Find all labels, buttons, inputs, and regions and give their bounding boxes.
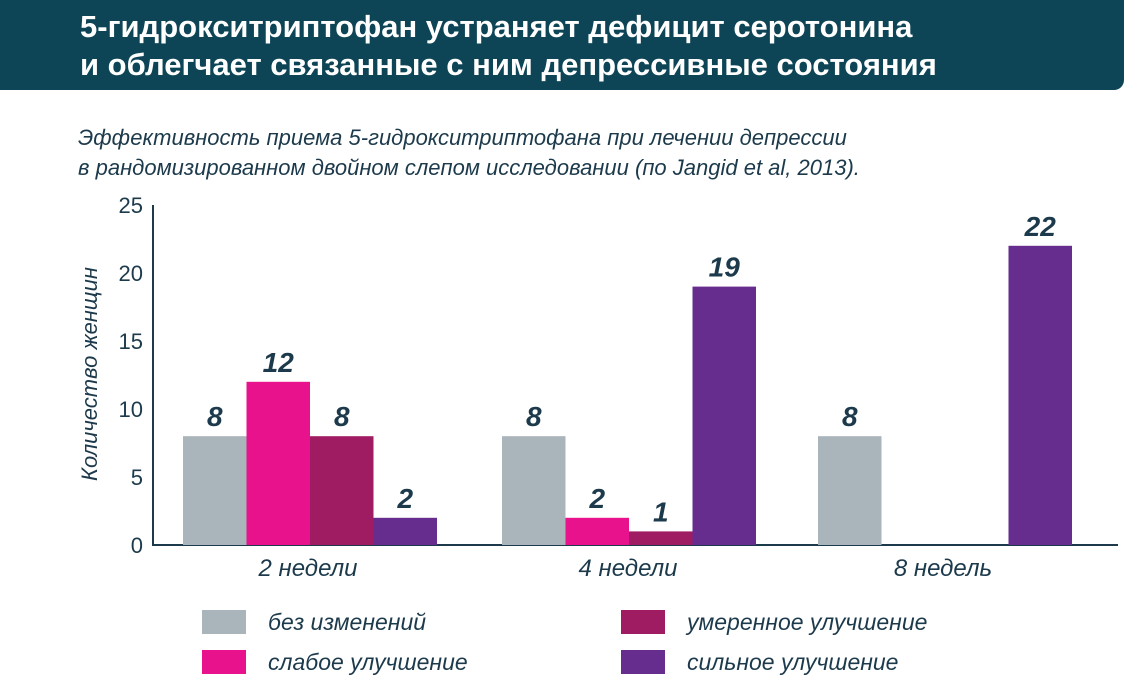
data-label: 2	[396, 483, 413, 514]
title-banner: 5-гидрокситриптофан устраняет дефицит се…	[0, 0, 1124, 90]
bar-moderate-1	[310, 436, 374, 545]
x-category-label: 4 недели	[579, 555, 678, 582]
legend-swatch-moderate	[621, 610, 665, 634]
x-category-label: 2 недели	[258, 555, 358, 582]
data-label: 8	[207, 401, 223, 432]
bar-no-change-1	[183, 436, 247, 545]
bar-strong-1	[373, 517, 437, 545]
y-tick-label: 0	[131, 533, 143, 558]
bar-mild-1	[246, 381, 310, 545]
y-axis-label: Количество женщин	[77, 267, 102, 481]
bar-moderate-2	[629, 531, 693, 545]
y-tick-label: 15	[119, 329, 143, 354]
x-category-label: 8 недель	[894, 555, 992, 582]
data-label: 8	[842, 401, 858, 432]
legend-swatch-strong	[621, 650, 665, 674]
bar-mild-2	[565, 517, 629, 545]
subtitle-line-2: в рандомизированном двойном слепом иссле…	[78, 155, 860, 180]
legend-label-no-change: без изменений	[268, 609, 427, 635]
y-tick-label: 25	[119, 193, 143, 218]
data-label: 8	[334, 401, 350, 432]
data-label: 19	[709, 252, 741, 283]
y-tick-label: 20	[119, 261, 143, 286]
title-line-2: и облегчает связанные с ним депрессивные…	[80, 47, 937, 82]
y-tick-label: 5	[131, 465, 143, 490]
title-line-1: 5-гидрокситриптофан устраняет дефицит се…	[80, 9, 913, 44]
data-label: 12	[263, 347, 295, 378]
legend-label-mild: слабое улучшение	[268, 649, 468, 675]
bar-strong-2	[692, 286, 756, 545]
legend-label-moderate: умеренное улучшение	[687, 609, 928, 635]
legend-label-strong: сильное улучшение	[687, 649, 899, 675]
bar-no-change-3	[818, 436, 882, 545]
bar-no-change-2	[502, 436, 566, 545]
legend-swatch-no-change	[202, 610, 246, 634]
data-label: 22	[1024, 211, 1057, 242]
bar-strong-3	[1008, 245, 1072, 546]
legend-swatch-mild	[202, 650, 246, 674]
data-label: 2	[588, 483, 605, 514]
data-label: 8	[526, 401, 542, 432]
y-tick-label: 10	[119, 397, 143, 422]
data-label: 1	[653, 496, 669, 527]
subtitle-line-1: Эффективность приема 5-гидрокситриптофан…	[78, 125, 847, 150]
